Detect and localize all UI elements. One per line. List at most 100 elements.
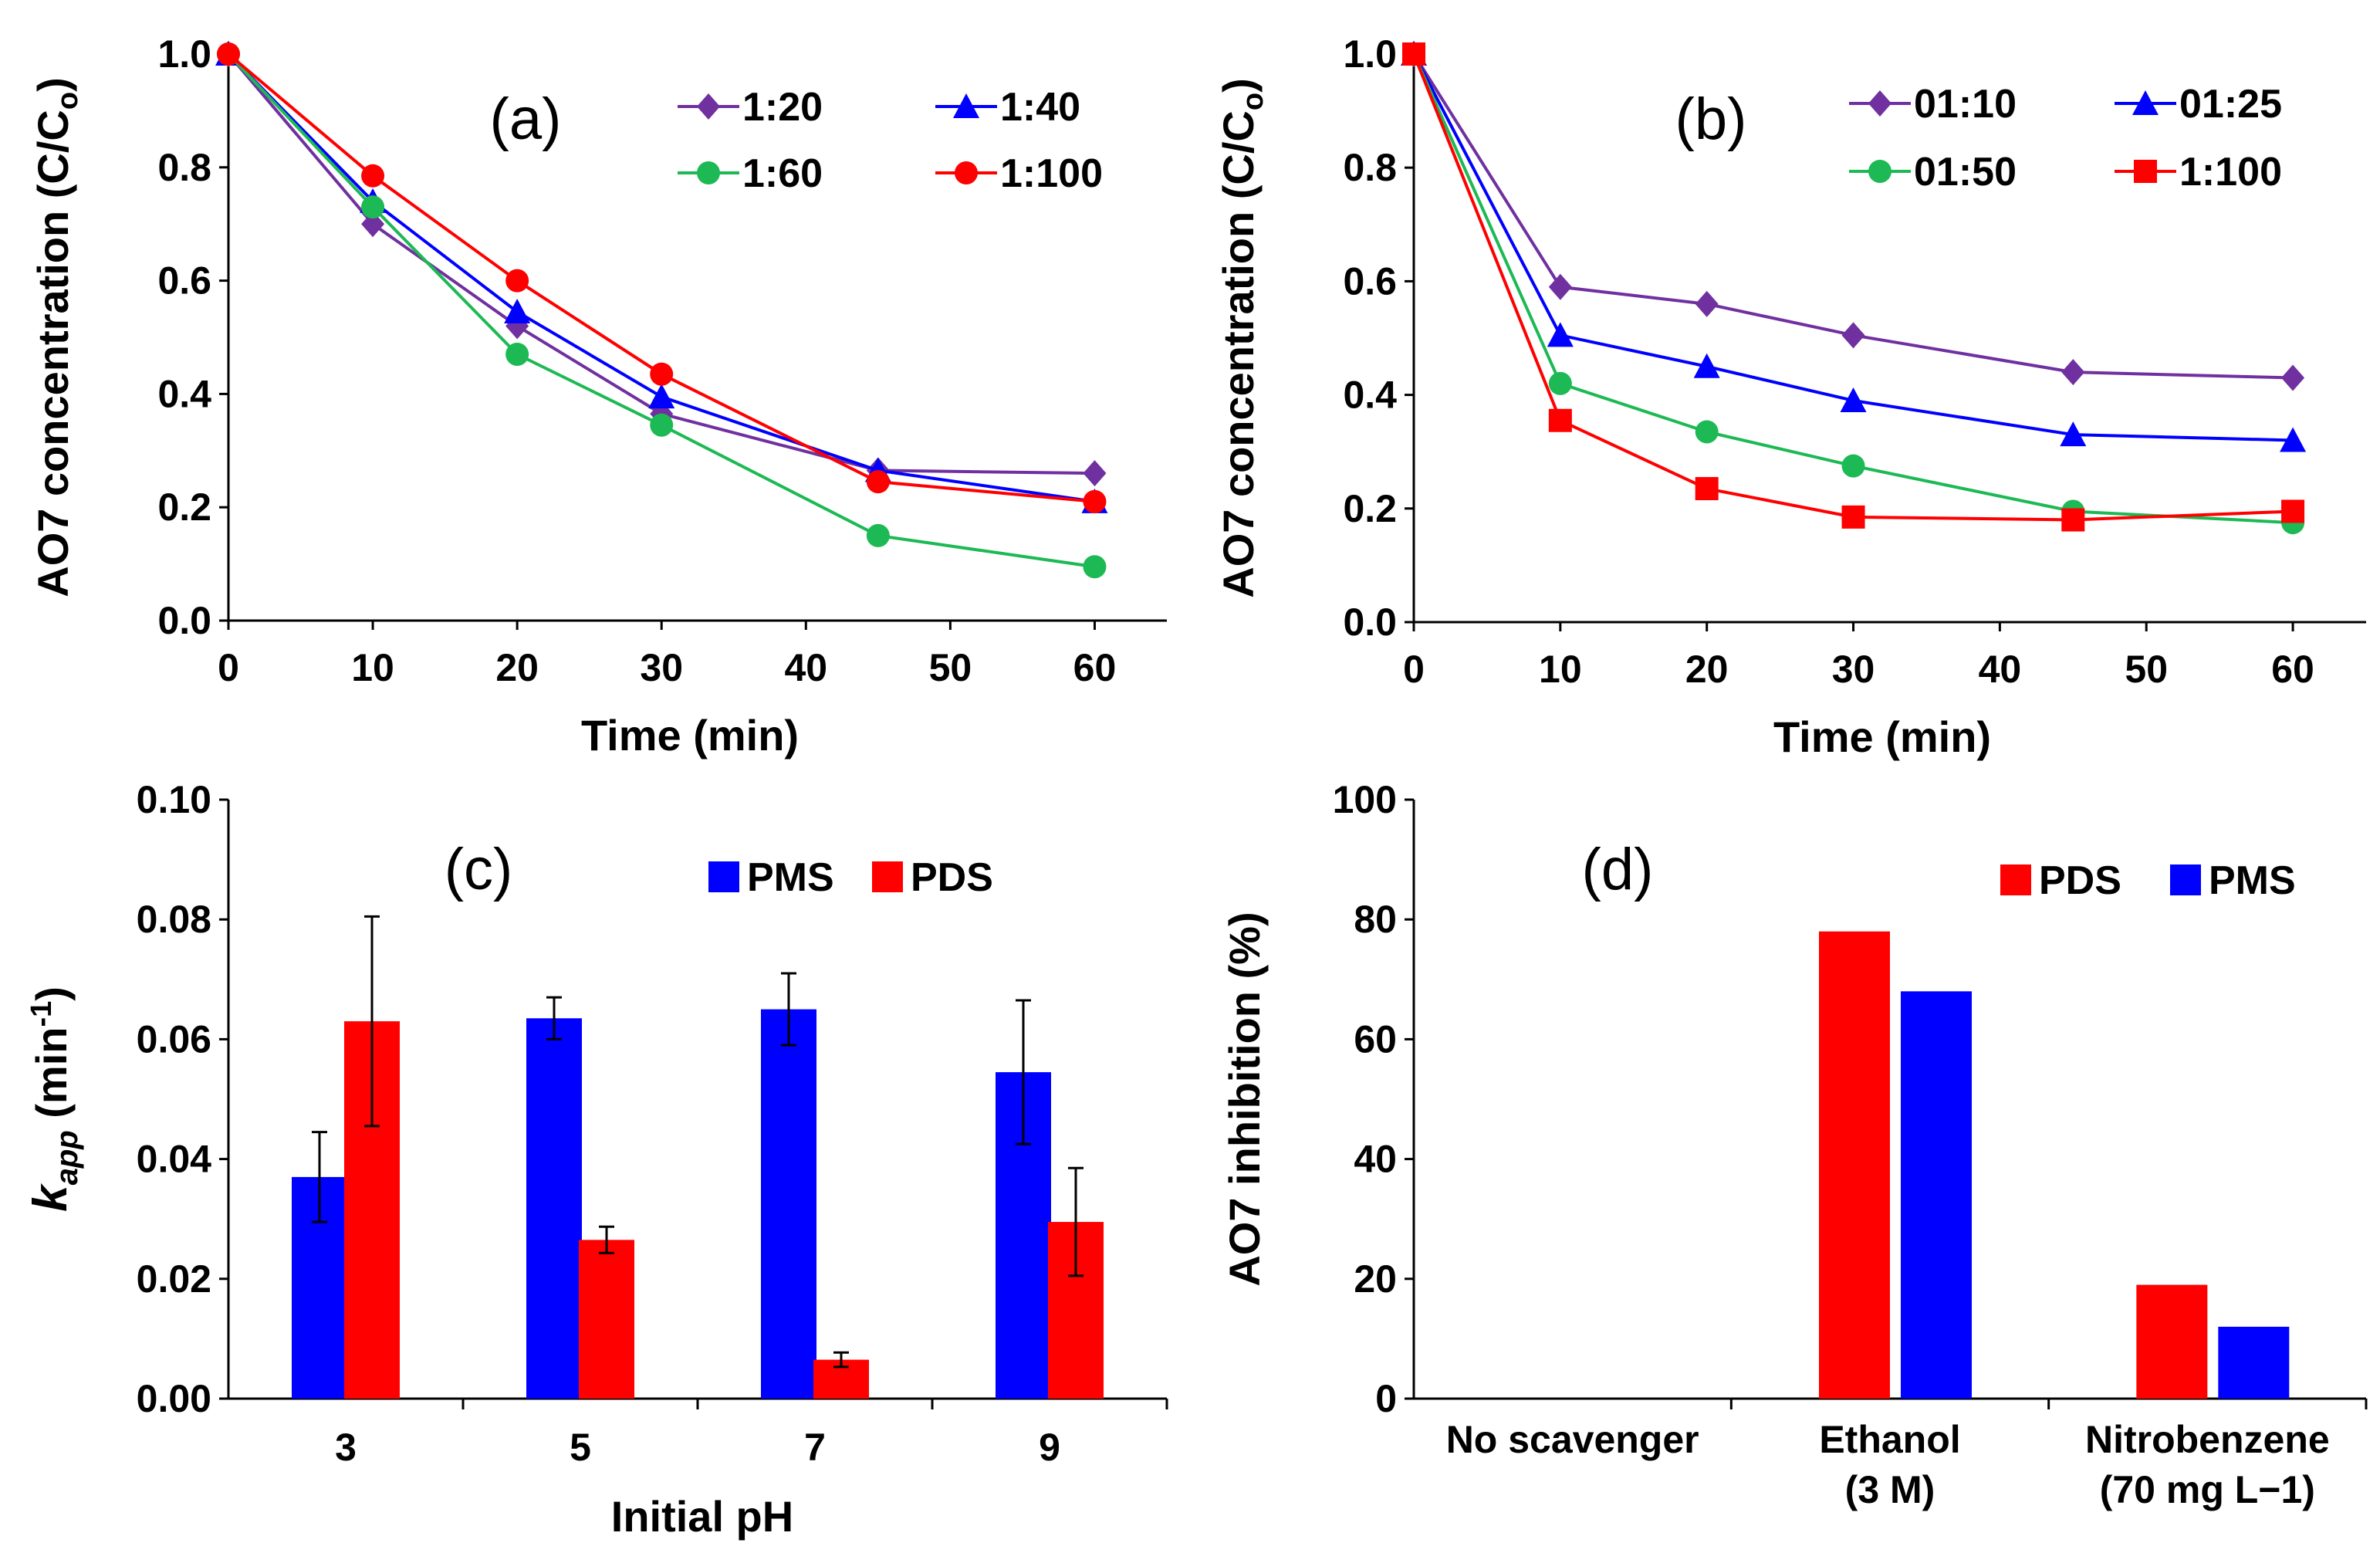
data-point-1:100: [2061, 508, 2085, 532]
x-tick-label: 30: [640, 646, 683, 689]
x-tick-label: 40: [1979, 648, 2022, 691]
x-category-label: 7: [804, 1426, 826, 1469]
x-tick-label: 60: [1073, 646, 1117, 689]
bar-PMS: [2218, 1326, 2290, 1399]
legend-label: 01:10: [1914, 82, 2017, 127]
data-point-1:40: [648, 384, 675, 409]
data-point-1:100: [1083, 489, 1107, 513]
data-point-1:100: [217, 42, 240, 66]
legend-marker: [955, 161, 978, 184]
data-point-1:100: [1695, 477, 1719, 501]
y-tick-label: 0.0: [1343, 601, 1397, 644]
data-point-1:100: [2281, 499, 2305, 523]
data-point-01:50: [1548, 371, 1572, 395]
y-tick-label: 1.0: [157, 32, 211, 76]
y-axis-title: AO7 concentration (C/Co): [29, 77, 84, 597]
series-line-1:60: [227, 52, 1095, 569]
bar-PMS: [1901, 991, 1972, 1399]
x-category-label-line2: (3 M): [1845, 1468, 1935, 1511]
data-point-1:20: [361, 211, 385, 238]
x-tick-label: 0: [1403, 648, 1425, 691]
y-tick-label: 60: [1354, 1017, 1397, 1061]
legend-label: PMS: [2209, 858, 2296, 903]
series-line-01:50: [1412, 53, 2294, 525]
series-line-1:20: [227, 52, 1095, 475]
data-point-1:100: [1841, 505, 1865, 529]
x-category-label: Nitrobenzene: [2085, 1418, 2330, 1461]
x-category-label-line2: (70 mg L−1): [2100, 1468, 2315, 1511]
bar-PMS: [526, 1018, 582, 1399]
x-tick-label: 50: [929, 646, 972, 689]
data-point-1:40: [504, 298, 531, 323]
data-point-01:50: [1841, 454, 1865, 478]
data-point-1:60: [866, 523, 890, 547]
data-point-01:10: [1548, 273, 1572, 300]
x-tick-label: 50: [2125, 648, 2168, 691]
data-point-1:100: [650, 362, 674, 386]
y-tick-label: 20: [1354, 1257, 1397, 1301]
data-point-1:100: [505, 269, 529, 293]
x-tick-label: 30: [1832, 648, 1875, 691]
y-tick-label: 0.8: [157, 146, 211, 189]
legend-marker: [1868, 90, 1891, 117]
legend-label: 1:20: [742, 85, 823, 130]
x-axis-title: Time (min): [581, 711, 799, 760]
x-tick-label: 10: [351, 646, 394, 689]
legend-marker: [1868, 160, 1891, 183]
data-point-1:60: [505, 343, 529, 367]
x-category-label: No scavenger: [1446, 1418, 1699, 1461]
bar-PDS: [2136, 1284, 2208, 1399]
panel-a-line-chart: 0.0 0.2 0.4 0.6 0.8 1.0 0 10 20 30 40 50 60 Time (min…: [29, 32, 1167, 760]
y-tick-label: 0.8: [1343, 146, 1397, 189]
legend-label: PDS: [2039, 858, 2121, 903]
y-tick-label: 0.6: [1343, 259, 1397, 303]
y-tick-label: 0.0: [157, 599, 211, 642]
y-axis-title: AO7 concentration (C/Co): [1214, 78, 1269, 598]
x-axis-title: Initial pH: [611, 1492, 793, 1541]
data-point-01:10: [1841, 322, 1865, 349]
y-tick-label: 0.10: [137, 778, 211, 821]
data-point-01:25: [1840, 387, 1867, 412]
y-tick-label: 0.08: [137, 898, 211, 941]
data-point-1:60: [1083, 555, 1107, 579]
legend-label: 1:100: [2179, 150, 2282, 195]
y-tick-label: 80: [1354, 898, 1397, 941]
data-point-01:25: [1693, 353, 1720, 378]
x-tick-label: 10: [1539, 648, 1582, 691]
x-category-label: 5: [570, 1426, 591, 1469]
y-tick-label: 0.4: [1343, 374, 1397, 417]
y-axis-title: kapp (min-1): [24, 986, 84, 1212]
legend-swatch: [2170, 864, 2201, 895]
legend-marker: [2132, 90, 2159, 115]
data-point-01:10: [2061, 359, 2085, 386]
series-line-1:100: [1412, 53, 2294, 522]
x-tick-label: 40: [784, 646, 827, 689]
data-point-01:25: [1547, 322, 1574, 347]
x-category-label: 3: [335, 1426, 357, 1469]
panel-d-bar-chart: 0 20 40 60 80 100 No scavenger Ethanol (3 M) Nitr…: [1220, 778, 2368, 1511]
legend-marker: [2134, 160, 2157, 183]
legend-swatch: [872, 861, 903, 892]
y-tick-label: 0.06: [137, 1017, 211, 1061]
x-category-label: 9: [1039, 1426, 1060, 1469]
data-point-1:100: [361, 164, 385, 188]
y-tick-label: 0.00: [137, 1377, 211, 1420]
bar-PDS: [1819, 931, 1890, 1399]
legend-marker: [697, 93, 720, 120]
data-point-1:20: [1083, 460, 1107, 487]
y-axis-title: AO7 inhibition (%): [1220, 912, 1269, 1286]
x-tick-label: 0: [218, 646, 239, 689]
y-tick-label: 0.02: [137, 1257, 211, 1301]
y-tick-label: 0.2: [157, 486, 211, 529]
panel-label: (c): [445, 837, 513, 902]
legend-swatch: [708, 861, 739, 892]
legend-label: 1:60: [742, 151, 823, 196]
legend-label: 01:25: [2179, 82, 2282, 127]
data-point-01:25: [2280, 427, 2307, 452]
y-tick-label: 0: [1375, 1377, 1397, 1420]
legend-label: 1:40: [1000, 85, 1080, 130]
legend-swatch: [2000, 864, 2031, 895]
panel-b-line-chart: 0.0 0.2 0.4 0.6 0.8 1.0 0 10 20 30 40 50 60 Time (min…: [1214, 32, 2366, 761]
x-axis-title: Time (min): [1773, 712, 1991, 761]
